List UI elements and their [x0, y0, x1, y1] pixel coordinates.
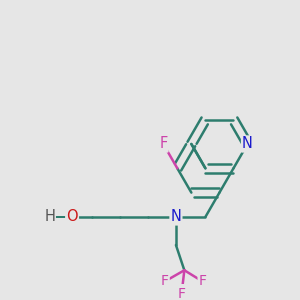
- Text: F: F: [178, 287, 185, 300]
- Text: F: F: [199, 274, 207, 289]
- Text: N: N: [242, 136, 253, 152]
- Text: F: F: [161, 274, 169, 289]
- Text: F: F: [159, 136, 167, 152]
- Text: O: O: [66, 209, 78, 224]
- Text: H: H: [44, 209, 55, 224]
- Text: N: N: [170, 209, 182, 224]
